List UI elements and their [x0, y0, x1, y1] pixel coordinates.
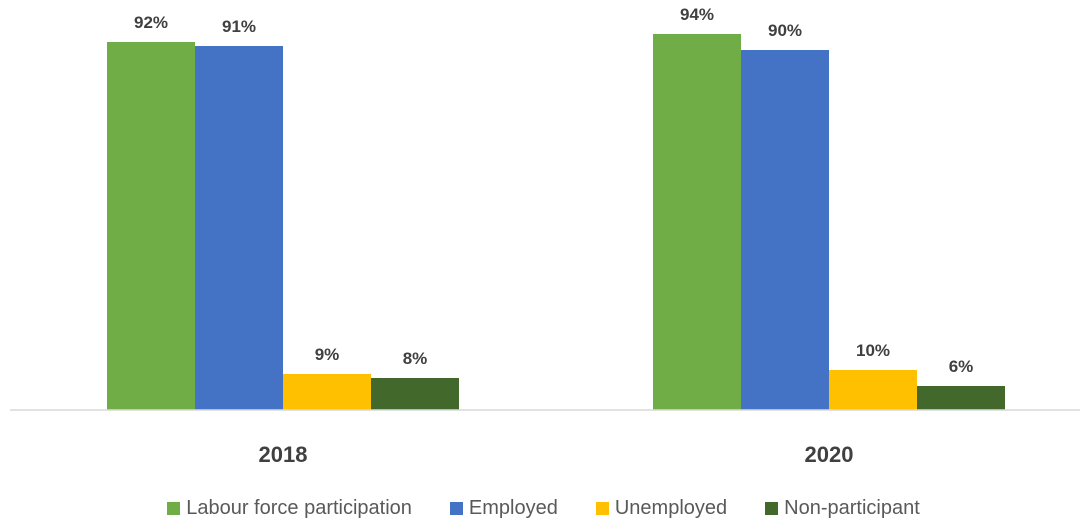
- data-label-labour-force-participation-2018: 92%: [134, 13, 168, 32]
- legend-swatch-employed: [449, 501, 463, 515]
- category-label-2020: 2020: [805, 442, 854, 467]
- bar-labour-force-participation-2020: [653, 34, 741, 410]
- data-label-labour-force-participation-2020: 94%: [680, 5, 714, 24]
- legend-label-labour-force-participation: Labour force participation: [186, 496, 412, 519]
- legend-label-unemployed: Unemployed: [614, 496, 728, 519]
- legend-item-non-participant: Non-participant: [765, 497, 920, 520]
- data-labels-layer: 92% 91% 9% 8% 94% 90% 10% 6%: [134, 5, 973, 376]
- legend-label-non-participant: Non-participant: [784, 496, 920, 519]
- category-labels-layer: 2018 2020: [259, 442, 854, 467]
- data-label-unemployed-2018: 9%: [315, 345, 340, 364]
- data-label-employed-2020: 90%: [768, 21, 802, 40]
- legend-label-employed: Employed: [468, 496, 558, 519]
- bar-employed-2020: [741, 50, 829, 410]
- legend-item-labour-force-participation: Labour force participation: [167, 497, 412, 520]
- bar-employed-2018: [195, 46, 283, 410]
- data-label-unemployed-2020: 10%: [856, 341, 890, 360]
- legend: Labour force participation Employed Unempl…: [0, 494, 1087, 522]
- bar-non-participant-2020: [917, 386, 1005, 410]
- data-label-non-participant-2020: 6%: [949, 357, 974, 376]
- legend-item-unemployed: Unemployed: [595, 496, 728, 520]
- bar-unemployed-2020: [829, 370, 917, 410]
- data-label-employed-2018: 91%: [222, 17, 256, 36]
- bar-unemployed-2018: [283, 374, 371, 410]
- bar-non-participant-2018: [371, 378, 459, 410]
- legend-swatch-labour-force-participation: [167, 501, 181, 515]
- bars-layer: [107, 34, 1005, 410]
- category-label-2018: 2018: [259, 442, 308, 467]
- legend-item-employed: Employed: [449, 496, 558, 520]
- bar-labour-force-participation-2018: [107, 42, 195, 410]
- legend-swatch-unemployed: [595, 501, 609, 515]
- data-label-non-participant-2018: 8%: [403, 349, 428, 368]
- legend-swatch-non-participant: [765, 501, 779, 515]
